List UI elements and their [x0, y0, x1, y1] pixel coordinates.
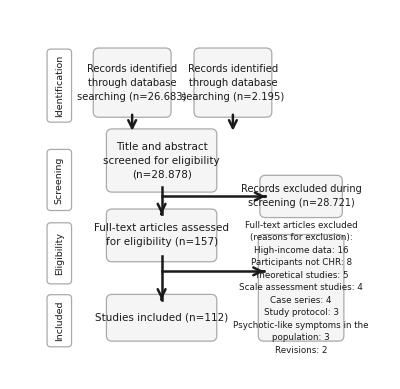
FancyBboxPatch shape	[194, 48, 272, 117]
Text: Records excluded during
screening (n=28.721): Records excluded during screening (n=28.…	[241, 184, 362, 209]
FancyBboxPatch shape	[47, 49, 72, 122]
FancyBboxPatch shape	[47, 295, 72, 347]
Text: Full-text articles excluded
(reasons for exclusion):
High-income data: 16
Partic: Full-text articles excluded (reasons for…	[233, 221, 369, 355]
Text: Screening: Screening	[55, 156, 64, 204]
FancyBboxPatch shape	[106, 294, 217, 341]
FancyBboxPatch shape	[258, 235, 344, 341]
Text: Eligibility: Eligibility	[55, 232, 64, 275]
Text: Title and abstract
screened for eligibility
(n=28.878): Title and abstract screened for eligibil…	[103, 142, 220, 179]
Text: Records identified
through database
searching (n=26.683): Records identified through database sear…	[78, 64, 187, 102]
FancyBboxPatch shape	[260, 175, 342, 217]
FancyBboxPatch shape	[47, 223, 72, 284]
FancyBboxPatch shape	[106, 209, 217, 262]
Text: Included: Included	[55, 300, 64, 341]
FancyBboxPatch shape	[93, 48, 171, 117]
FancyBboxPatch shape	[106, 129, 217, 192]
Text: Studies included (n=112): Studies included (n=112)	[95, 313, 228, 323]
FancyBboxPatch shape	[47, 149, 72, 210]
Text: Records identified
through database
searching (n=2.195): Records identified through database sear…	[181, 64, 284, 102]
Text: Identification: Identification	[55, 54, 64, 117]
Text: Full-text articles assessed
for eligibility (n=157): Full-text articles assessed for eligibil…	[94, 223, 229, 247]
